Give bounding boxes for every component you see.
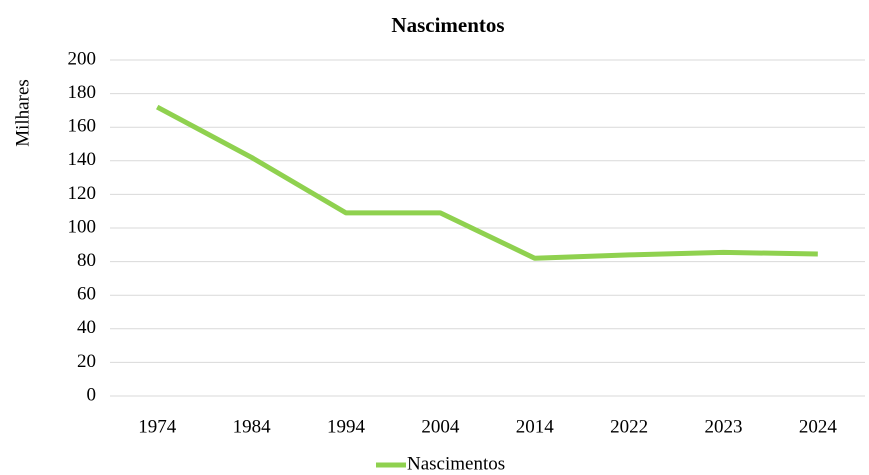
y-tick-label: 20 — [77, 351, 96, 372]
y-tick-label: 100 — [68, 216, 97, 237]
x-tick-label: 2024 — [799, 416, 838, 437]
y-tick-label: 40 — [77, 317, 96, 338]
x-tick-label: 1984 — [233, 416, 272, 437]
y-tick-label: 200 — [68, 48, 97, 69]
y-tick-label: 0 — [87, 384, 97, 405]
y-tick-label: 60 — [77, 284, 96, 305]
x-tick-label: 2023 — [704, 416, 742, 437]
y-tick-label: 80 — [77, 250, 96, 271]
chart-title: Nascimentos — [391, 13, 504, 37]
x-tick-label: 2022 — [610, 416, 648, 437]
data-line — [156, 104, 818, 261]
x-tick-label: 2004 — [421, 416, 460, 437]
x-tick-label: 1994 — [327, 416, 366, 437]
y-tick-label: 160 — [68, 116, 97, 137]
y-tick-label: 120 — [68, 183, 97, 204]
x-tick-label: 2014 — [516, 416, 555, 437]
y-axis-title: Milhares — [12, 79, 33, 147]
legend-label: Nascimentos — [407, 453, 505, 474]
y-tick-label: 180 — [68, 82, 97, 103]
x-tick-label: 1974 — [138, 416, 177, 437]
y-tick-label: 140 — [68, 149, 97, 170]
